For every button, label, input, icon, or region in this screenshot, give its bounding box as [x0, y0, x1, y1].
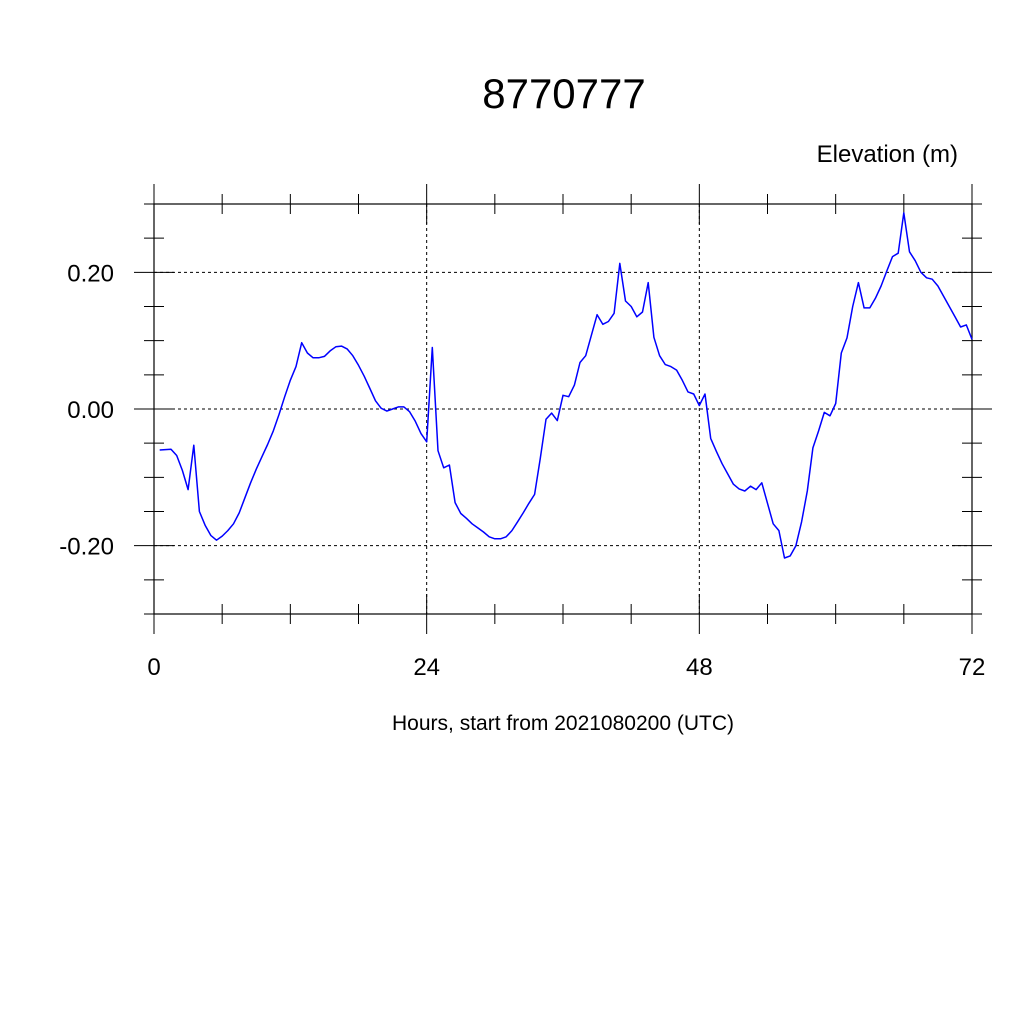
chart-title: 8770777	[482, 70, 646, 117]
x-tick-label: 48	[686, 654, 713, 681]
x-tick-label: 72	[959, 654, 986, 681]
x-axis-label: Hours, start from 2021080200 (UTC)	[392, 712, 734, 735]
elevation-series-line	[159, 212, 973, 559]
units-label: Elevation (m)	[817, 141, 958, 168]
x-tick-label: 24	[413, 654, 440, 681]
x-tick-label: 0	[147, 654, 160, 681]
y-tick-label: -0.20	[59, 534, 114, 561]
series-group	[159, 212, 973, 559]
y-tick-label: 0.20	[67, 260, 114, 287]
grid-lines	[154, 204, 972, 614]
tick-labels: 0 24 48 72 -0.20 0.00 0.20	[59, 260, 985, 681]
y-tick-label: 0.00	[67, 397, 114, 424]
plot-frame	[153, 203, 973, 615]
